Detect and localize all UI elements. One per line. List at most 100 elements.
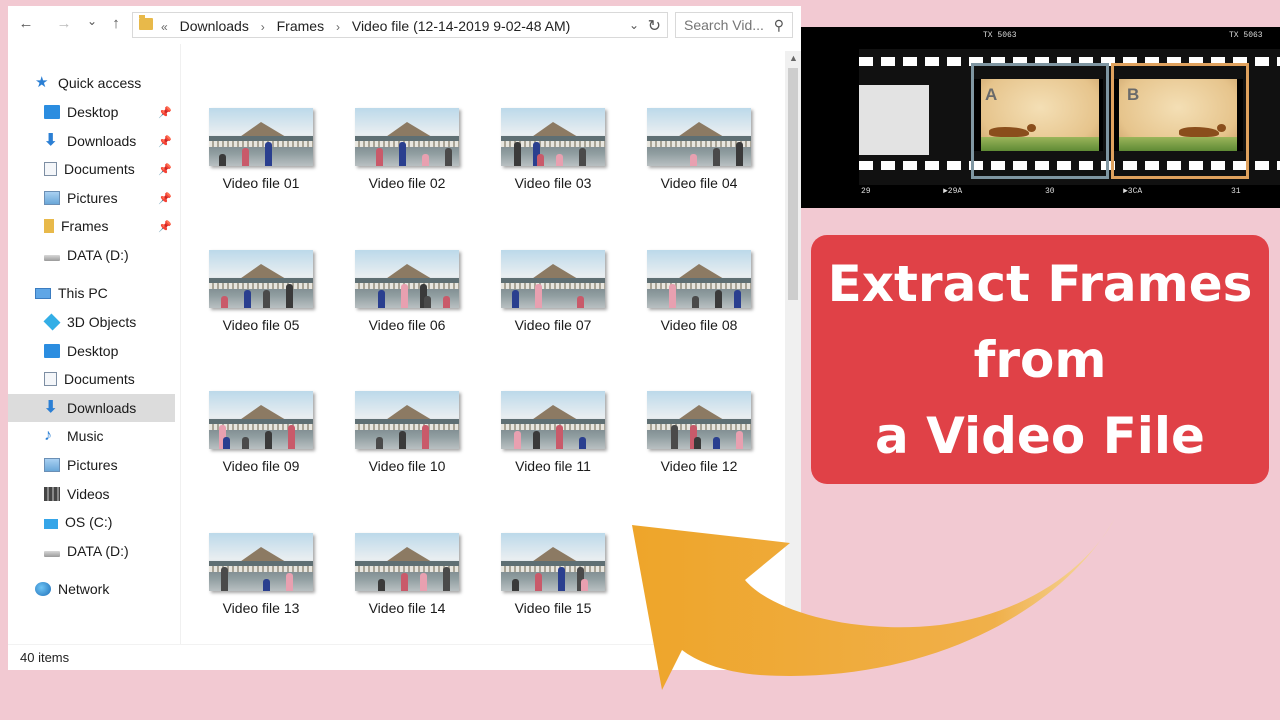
file-tile[interactable]: Video file 02 bbox=[342, 108, 472, 191]
search-box[interactable]: ⚲ bbox=[675, 12, 793, 38]
nav-qa-frames[interactable]: Frames 📌 bbox=[8, 212, 175, 240]
vertical-scrollbar[interactable]: ▲ bbox=[785, 51, 801, 641]
pin-icon[interactable]: 📌 bbox=[158, 135, 172, 148]
nav-label: Pictures bbox=[67, 457, 118, 473]
person-figure bbox=[376, 437, 383, 449]
person-figure bbox=[514, 142, 521, 166]
file-tile[interactable]: Video file 15 bbox=[488, 533, 618, 616]
nav-qa-documents[interactable]: Documents 📌 bbox=[8, 155, 175, 183]
breadcrumb-separator[interactable]: › bbox=[335, 20, 340, 34]
shoreline bbox=[501, 561, 605, 570]
nav-qa-data-drive[interactable]: DATA (D:) bbox=[8, 241, 175, 269]
nav-3d-objects[interactable]: 3D Objects bbox=[8, 308, 175, 336]
nav-documents[interactable]: Documents bbox=[8, 365, 175, 393]
drive-icon bbox=[44, 551, 60, 557]
video-thumbnail bbox=[501, 391, 605, 449]
person-figure bbox=[420, 573, 427, 591]
address-dropdown-icon[interactable]: ⌄ bbox=[628, 18, 639, 32]
video-thumbnail bbox=[501, 108, 605, 166]
breadcrumb-item-current-folder[interactable]: Video file (12-14-2019 9-02-48 AM) bbox=[351, 18, 571, 34]
nav-quick-access[interactable]: ★ Quick access bbox=[8, 69, 175, 97]
nav-pictures[interactable]: Pictures bbox=[8, 451, 175, 479]
nav-data-drive[interactable]: DATA (D:) bbox=[8, 537, 175, 565]
refresh-icon[interactable]: ↻ bbox=[647, 18, 661, 35]
nav-desktop[interactable]: Desktop bbox=[8, 337, 175, 365]
back-arrow-icon[interactable]: ← bbox=[18, 15, 34, 32]
shoreline bbox=[355, 278, 459, 287]
pin-icon[interactable]: 📌 bbox=[158, 220, 172, 233]
search-icon[interactable]: ⚲ bbox=[773, 17, 784, 33]
file-tile[interactable]: Video file 10 bbox=[342, 391, 472, 474]
person-figure bbox=[376, 148, 383, 166]
person-figure bbox=[692, 296, 699, 308]
scroll-up-icon[interactable]: ▲ bbox=[789, 53, 798, 63]
forward-arrow-icon[interactable]: → bbox=[56, 15, 72, 32]
shoreline bbox=[647, 278, 751, 287]
file-tile[interactable]: Video file 08 bbox=[634, 250, 764, 333]
file-tile[interactable]: Video file 12 bbox=[634, 391, 764, 474]
person-figure bbox=[263, 579, 270, 591]
film-frame-a bbox=[973, 79, 1103, 151]
person-figure bbox=[443, 296, 450, 308]
file-tile[interactable]: Video file 14 bbox=[342, 533, 472, 616]
nav-os-drive[interactable]: OS (C:) bbox=[8, 508, 175, 536]
person-figure bbox=[558, 567, 565, 591]
breadcrumb-separator[interactable]: › bbox=[260, 20, 265, 34]
recent-locations-icon[interactable]: ⌄ bbox=[86, 14, 98, 28]
title-line-1: Extract Frames bbox=[827, 255, 1253, 313]
navigation-pane: ★ Quick access Desktop 📌 ⬇ Downloads 📌 D… bbox=[8, 44, 178, 644]
file-tile[interactable]: Video file 06 bbox=[342, 250, 472, 333]
up-arrow-icon[interactable]: ↑ bbox=[112, 15, 120, 32]
person-figure bbox=[514, 431, 521, 449]
person-figure bbox=[734, 290, 741, 308]
nav-videos[interactable]: Videos bbox=[8, 480, 175, 508]
nav-music[interactable]: ♪ Music bbox=[8, 422, 175, 450]
film-frame-number: 29 bbox=[861, 187, 871, 196]
nav-qa-pictures[interactable]: Pictures 📌 bbox=[8, 184, 175, 212]
nav-label: Desktop bbox=[67, 104, 119, 120]
file-tile[interactable]: Video file 01 bbox=[196, 108, 326, 191]
pin-icon[interactable]: 📌 bbox=[158, 106, 172, 119]
nav-qa-downloads[interactable]: ⬇ Downloads 📌 bbox=[8, 127, 175, 155]
grass bbox=[1119, 137, 1237, 151]
file-tile[interactable]: Video file 11 bbox=[488, 391, 618, 474]
film-frame-number: 30 bbox=[1045, 187, 1055, 196]
file-list: Video file 01 Video file 02 Video file 0… bbox=[180, 44, 787, 644]
file-tile[interactable]: Video file 03 bbox=[488, 108, 618, 191]
person-figure bbox=[221, 296, 228, 308]
pin-icon[interactable]: 📌 bbox=[158, 192, 172, 205]
video-thumbnail bbox=[647, 250, 751, 308]
person-figure bbox=[445, 148, 452, 166]
file-tile[interactable]: Video file 13 bbox=[196, 533, 326, 616]
person-figure bbox=[535, 284, 542, 308]
file-name: Video file 10 bbox=[368, 458, 446, 474]
film-perforations-top bbox=[859, 57, 1280, 66]
video-thumbnail bbox=[355, 108, 459, 166]
shoreline bbox=[209, 136, 313, 145]
pin-icon[interactable]: 📌 bbox=[158, 163, 172, 176]
person-figure bbox=[242, 148, 249, 166]
person-figure bbox=[399, 431, 406, 449]
film-frame-number: ►3CA bbox=[1123, 187, 1143, 196]
file-tile[interactable]: Video file 09 bbox=[196, 391, 326, 474]
scrollbar-thumb[interactable] bbox=[788, 68, 798, 300]
breadcrumb-item-frames[interactable]: Frames bbox=[276, 18, 325, 34]
computer-icon bbox=[35, 287, 51, 299]
file-tile[interactable]: Video file 07 bbox=[488, 250, 618, 333]
video-thumbnail bbox=[355, 391, 459, 449]
windows-drive-icon bbox=[44, 518, 58, 529]
file-tile[interactable]: Video file 04 bbox=[634, 108, 764, 191]
file-tile[interactable]: Video file 05 bbox=[196, 250, 326, 333]
nav-downloads-selected[interactable]: ⬇ Downloads bbox=[8, 394, 175, 422]
cheetah-frame-a-image bbox=[981, 79, 1099, 151]
breadcrumb-overflow[interactable]: « bbox=[161, 20, 168, 34]
address-bar[interactable]: « Downloads › Frames › Video file (12-14… bbox=[132, 12, 668, 38]
nav-network[interactable]: Network bbox=[8, 575, 175, 603]
nav-qa-desktop[interactable]: Desktop 📌 bbox=[8, 98, 175, 126]
cheetah-frame-b-image bbox=[1119, 79, 1237, 151]
person-figure bbox=[533, 142, 540, 166]
breadcrumb-item-downloads[interactable]: Downloads bbox=[179, 18, 249, 34]
search-input[interactable] bbox=[684, 14, 774, 36]
person-figure bbox=[223, 437, 230, 449]
nav-this-pc[interactable]: This PC bbox=[8, 279, 175, 307]
